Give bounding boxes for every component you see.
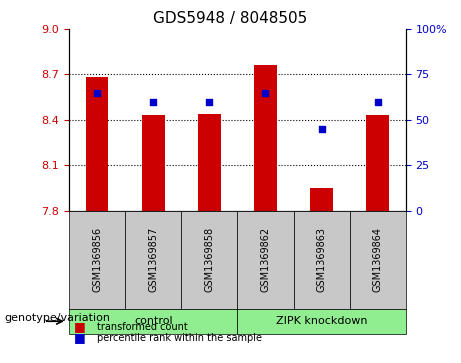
Text: ■: ■ [74,320,85,333]
Point [262,90,269,95]
Text: genotype/variation: genotype/variation [5,313,111,323]
Point [149,99,157,105]
Text: GDS5948 / 8048505: GDS5948 / 8048505 [154,11,307,26]
Text: ZIPK knockdown: ZIPK knockdown [276,316,367,326]
Text: GSM1369858: GSM1369858 [204,227,214,292]
Text: ■: ■ [74,331,85,344]
Bar [86,77,108,211]
Text: transformed count: transformed count [97,322,188,332]
Text: GSM1369864: GSM1369864 [372,227,383,292]
Bar [254,65,277,211]
Point [94,90,101,95]
Point [206,99,213,105]
Text: GSM1369863: GSM1369863 [317,227,326,292]
Text: percentile rank within the sample: percentile rank within the sample [97,333,262,343]
Bar [142,115,165,211]
Point [374,99,381,105]
Text: GSM1369857: GSM1369857 [148,227,158,292]
Text: control: control [134,316,172,326]
Point [318,126,325,132]
Text: GSM1369856: GSM1369856 [92,227,102,292]
Text: GSM1369862: GSM1369862 [260,227,271,292]
Bar [310,188,333,211]
Bar [366,115,389,211]
Bar [198,114,220,211]
